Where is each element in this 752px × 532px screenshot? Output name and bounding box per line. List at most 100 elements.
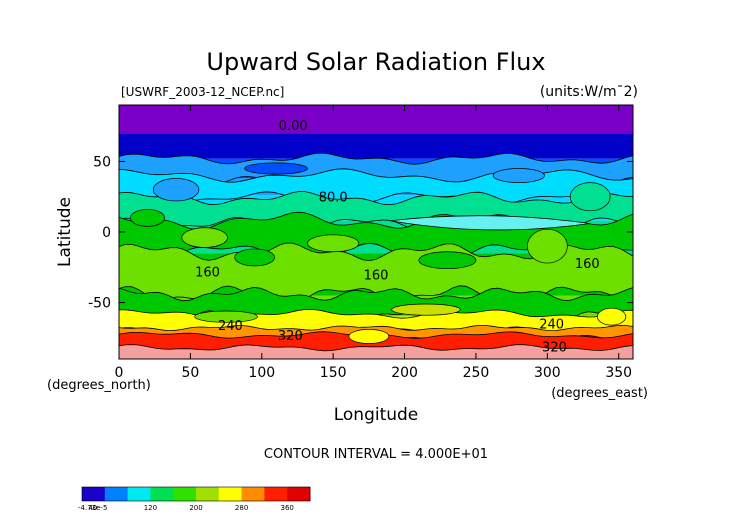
contour-patch — [596, 307, 627, 326]
colorbar-segment — [300, 487, 306, 501]
contour-label: 160 — [195, 266, 220, 281]
colorbar-segment — [205, 487, 211, 501]
colorbar-segment — [278, 487, 284, 501]
latitude-band — [119, 133, 633, 159]
colorbar-segment — [82, 487, 88, 501]
contour-interval-text: CONTOUR INTERVAL = 4.000E+01 — [264, 447, 488, 462]
x-tick-label: 50 — [181, 365, 199, 381]
colorbar-segment — [196, 487, 202, 501]
colorbar-segment — [237, 487, 243, 501]
contour-patch — [526, 228, 568, 264]
contour-labels: 0.00 80.0 160 160 160 240 240 320 320 — [195, 119, 600, 356]
colorbar-segment — [104, 487, 110, 501]
colorbar-segment — [141, 487, 147, 501]
contour-label: 160 — [364, 268, 389, 283]
colorbar-segment — [118, 487, 124, 501]
colorbar-segment — [255, 487, 261, 501]
contour-label: 240 — [218, 319, 243, 334]
colorbar-segment — [291, 487, 297, 501]
colorbar-segment — [296, 487, 302, 501]
contour-patch — [130, 209, 166, 227]
colorbar-segment — [100, 487, 106, 501]
contour-patch — [569, 182, 611, 212]
colorbar-segment — [168, 487, 174, 501]
colorbar-segment — [177, 487, 183, 501]
file-label: [USWRF_2003-12_NCEP.nc] — [121, 85, 284, 99]
x-tick-label: 300 — [534, 365, 561, 381]
plot-area — [119, 105, 633, 359]
contour-patch — [234, 248, 275, 267]
colorbar-segment — [200, 487, 206, 501]
x-axis: 0 50 100 150 200 250 300 350 — [115, 105, 632, 381]
colorbar-label: 40 — [88, 504, 97, 512]
y-unit-label: (degrees_north) — [47, 378, 151, 393]
contour-patch — [152, 178, 200, 202]
colorbar-segment — [227, 487, 233, 501]
colorbar-label: 280 — [235, 504, 248, 512]
contour-patch — [492, 168, 545, 183]
contour-patch — [244, 162, 308, 175]
x-tick-label: 0 — [115, 365, 124, 381]
colorbar-segment — [241, 487, 247, 501]
colorbar-label: -4.73e-5 — [78, 504, 107, 512]
contour-label: 240 — [539, 318, 564, 333]
x-tick-label: 200 — [391, 365, 418, 381]
colorbar-label: 120 — [144, 504, 157, 512]
colorbar-segment — [132, 487, 138, 501]
contour-patch — [391, 303, 461, 316]
colorbar-segment — [186, 487, 192, 501]
colorbar-segment — [232, 487, 238, 501]
colorbar-segment — [209, 487, 215, 501]
colorbar-segment — [154, 487, 161, 501]
colorbar-labels: -4.73e-540 120 200 280 360 — [78, 504, 294, 512]
colorbar-segment — [273, 487, 279, 501]
contour-label: 80.0 — [319, 191, 348, 206]
colorbar-label: 360 — [281, 504, 294, 512]
colorbar-segment — [223, 487, 229, 501]
colorbar-segment — [305, 487, 311, 501]
colorbar-segment — [182, 487, 188, 501]
y-axis: 50 0 -50 — [88, 154, 633, 312]
x-unit-label: (degrees_east) — [551, 386, 648, 401]
colorbar-segment — [264, 487, 270, 501]
colorbar-segment — [259, 487, 265, 501]
contour-label: 320 — [278, 329, 303, 344]
colorbar-segment — [136, 487, 142, 501]
chart-title: Upward Solar Radiation Flux — [206, 48, 545, 76]
colorbar-segment — [214, 487, 220, 501]
contour-patch — [418, 251, 477, 270]
contour-label: 320 — [542, 340, 567, 355]
colorbar-segment — [127, 487, 133, 501]
x-tick-label: 350 — [605, 365, 632, 381]
y-tick-label: 0 — [102, 225, 111, 241]
contour-patch — [181, 227, 228, 248]
contour-patch — [348, 329, 390, 344]
y-axis-label: Latitude — [55, 197, 75, 267]
colorbar-segment — [191, 487, 197, 501]
x-tick-label: 100 — [248, 365, 275, 381]
colorbar-segment — [150, 487, 156, 501]
colorbar-label: 200 — [189, 504, 202, 512]
colorbar-segment — [268, 487, 275, 501]
colorbar-segment — [95, 487, 101, 501]
colorbar-segment — [218, 487, 224, 501]
x-axis-label: Longitude — [334, 405, 419, 425]
colorbar-segment — [113, 487, 119, 501]
colorbar-segment — [246, 487, 252, 501]
latitude-band — [119, 105, 633, 134]
colorbar-segment — [173, 487, 179, 501]
colorbar-segment — [123, 487, 129, 501]
colorbar-segment — [86, 487, 92, 501]
colorbar-segment — [250, 487, 256, 501]
colorbar-segment — [145, 487, 151, 501]
colorbar — [81, 486, 311, 502]
colorbar-segment — [159, 487, 165, 501]
latitude-band — [119, 344, 633, 359]
y-tick-label: 50 — [93, 154, 111, 170]
contour-label: 160 — [575, 257, 600, 272]
colorbar-segment — [91, 487, 97, 501]
contour-patch — [307, 234, 360, 253]
x-tick-label: 150 — [320, 365, 347, 381]
contour-label: 0.00 — [279, 119, 308, 134]
